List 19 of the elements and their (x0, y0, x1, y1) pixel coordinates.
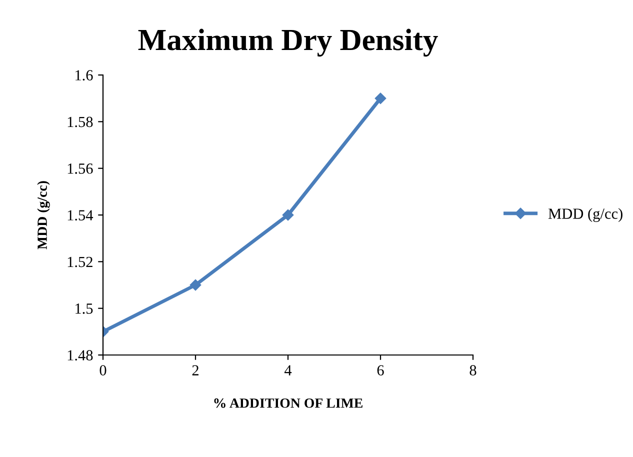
x-axis-title: % ADDITION OF LIME (214, 398, 362, 408)
y-tick-label: 1.48 (68, 350, 93, 361)
y-tick-label: 1.52 (68, 256, 92, 268)
legend-label: MDD (g/cc) (548, 208, 622, 222)
y-tick-label: 1.56 (68, 164, 93, 174)
x-tick-label: 0 (100, 365, 106, 376)
x-tick-label: 4 (284, 365, 292, 376)
y-tick-label: 1.58 (68, 116, 93, 128)
point (282, 209, 294, 221)
y-tick-label: 1.5 (76, 304, 93, 314)
y-tick-label: 1.6 (76, 70, 93, 81)
y-tick-label: 1.54 (68, 210, 94, 221)
point (190, 279, 202, 291)
point (374, 92, 386, 104)
chart-title: Maximum Dry Density (138, 28, 438, 57)
y-axis-title: MDD (g/cc) (37, 181, 50, 250)
x-tick-label: 2 (192, 365, 198, 376)
x-tick-label: 6 (377, 365, 384, 376)
x-tick-label: 8 (470, 365, 476, 376)
